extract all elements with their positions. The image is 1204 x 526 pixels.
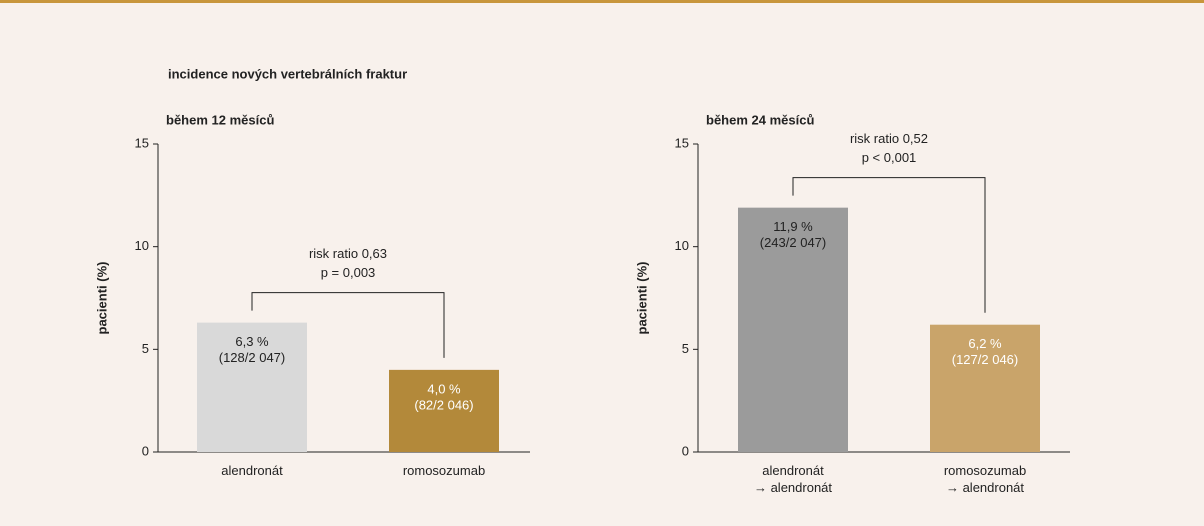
bar — [197, 322, 307, 452]
count-label: (243/2 047) — [760, 235, 827, 250]
bar — [738, 207, 848, 452]
y-tick-label: 5 — [682, 341, 689, 356]
value-label: 4,0 % — [427, 381, 461, 396]
figure-title: incidence nových vertebrálních fraktur — [168, 66, 407, 81]
y-tick-label: 15 — [135, 135, 149, 150]
y-tick-label: 15 — [675, 135, 689, 150]
annotation: risk ratio 0,52 — [850, 131, 928, 146]
subplot-title: během 24 měsíců — [706, 112, 814, 127]
count-label: (127/2 046) — [952, 352, 1019, 367]
x-tick-label: alendronát → alendronát — [753, 463, 833, 495]
bar — [389, 369, 499, 452]
bracket — [792, 177, 986, 313]
top-rule — [0, 0, 1204, 3]
x-tick-label: alendronát — [221, 463, 283, 478]
y-tick-label: 10 — [135, 238, 149, 253]
annotation: p < 0,001 — [862, 150, 917, 165]
bar — [930, 324, 1040, 452]
y-axis-label: pacienti (%) — [634, 262, 649, 335]
x-tick-label: romosozumab — [402, 463, 486, 478]
value-label: 6,3 % — [235, 334, 269, 349]
count-label: (82/2 046) — [414, 397, 473, 412]
annotation: risk ratio 0,63 — [309, 246, 387, 261]
y-tick-label: 10 — [675, 238, 689, 253]
subplot-title: během 12 měsíců — [166, 112, 274, 127]
annotation: p = 0,003 — [321, 265, 376, 280]
value-label: 6,2 % — [968, 336, 1002, 351]
y-tick-label: 5 — [142, 341, 149, 356]
count-label: (128/2 047) — [219, 350, 286, 365]
value-label: 11,9 % — [773, 219, 813, 234]
y-tick-label: 0 — [682, 443, 689, 458]
y-axis-label: pacienti (%) — [94, 262, 109, 335]
bracket — [251, 292, 445, 358]
y-tick-label: 0 — [142, 443, 149, 458]
x-tick-label: romosozumab → alendronát — [943, 463, 1027, 495]
